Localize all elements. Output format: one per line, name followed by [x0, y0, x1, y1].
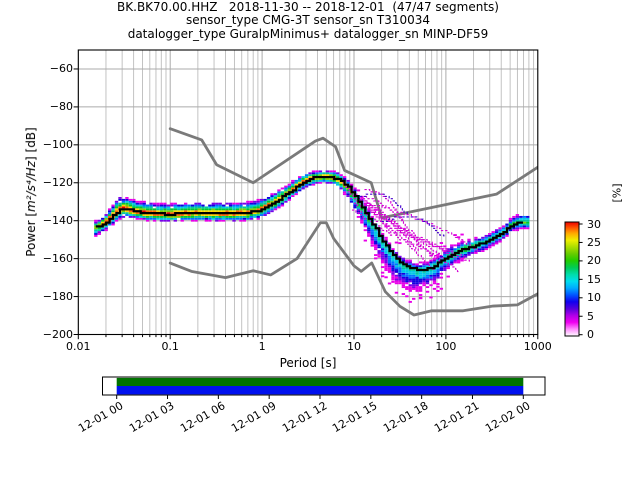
x-tick-label: 10	[347, 340, 361, 353]
colorbar-tick-label: 10	[587, 291, 601, 305]
x-tick-label: 0.1	[161, 340, 179, 353]
colorbar-tick-label: 25	[587, 235, 601, 249]
y-tick-label: −100	[42, 137, 73, 151]
x-axis-label: Period [s]	[279, 356, 337, 370]
y-tick-label: −180	[42, 289, 73, 303]
colorbar-label: [%]	[610, 183, 624, 203]
plot-title: BK.BK70.00.HHZ 2018-11-30 -- 2018-12-01 …	[117, 0, 499, 14]
plot-subtitle-datalogger: datalogger_type GuralpMinimus+ datalogge…	[127, 26, 489, 41]
y-tick-label: −160	[42, 251, 73, 265]
y-tick-label: −140	[42, 213, 73, 227]
x-tick-label: 1000	[523, 340, 552, 353]
plot-subtitle-sensor: sensor_type CMG-3T sensor_sn T310034	[185, 13, 431, 28]
colorbar-tick-label: 30	[587, 217, 601, 231]
plot-title-block: BK.BK70.00.HHZ 2018-11-30 -- 2018-12-01 …	[40, 0, 576, 41]
x-tick-label: 1	[258, 340, 266, 353]
y-tick-label: −200	[42, 327, 73, 341]
y-tick-label: −80	[49, 99, 73, 113]
colorbar-tick-label: 5	[587, 309, 594, 323]
colorbar-tick-label: 0	[587, 328, 594, 342]
colorbar-tick-label: 20	[587, 254, 601, 268]
x-tick-label: 0.01	[66, 340, 91, 353]
y-tick-label: −120	[42, 175, 73, 189]
y-tick-label: −60	[49, 61, 73, 75]
x-tick-label: 100	[435, 340, 457, 353]
colorbar-tick-label: 15	[587, 272, 601, 286]
